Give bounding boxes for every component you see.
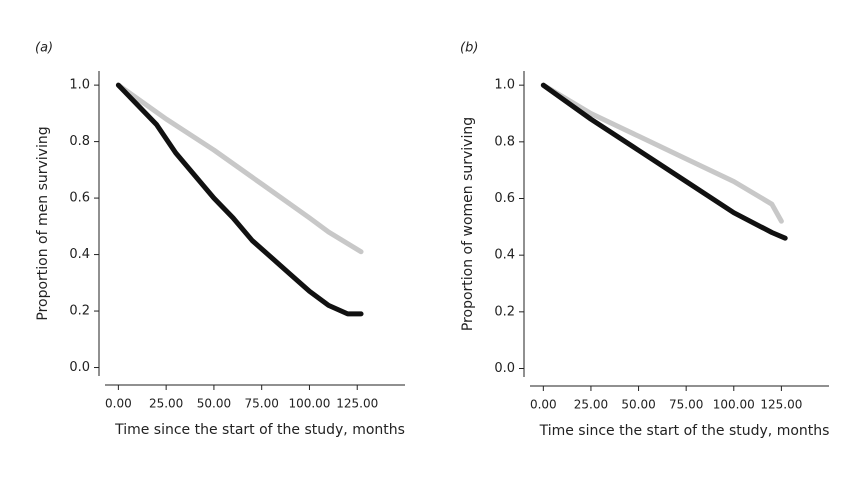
x-tick-label: 100.00 — [288, 397, 330, 411]
x-tick-label: 0.00 — [530, 398, 557, 412]
y-axis-label: Proportion of men surviving — [35, 126, 51, 320]
panel-label: (a) — [35, 41, 53, 56]
y-tick-label: 0.0 — [69, 360, 90, 375]
x-axis-label: Time since the start of the study, month… — [114, 422, 405, 438]
y-tick-label: 0.2 — [494, 304, 515, 319]
y-tick-label: 0.6 — [494, 191, 515, 206]
x-tick-label: 125.00 — [336, 397, 378, 411]
y-tick-label: 0.2 — [69, 304, 90, 319]
survival-curve — [540, 82, 784, 224]
x-tick-label: 125.00 — [760, 398, 802, 412]
y-tick-label: 1.0 — [494, 78, 515, 93]
y-tick-label: 0.4 — [494, 248, 515, 263]
x-tick-label: 75.00 — [669, 398, 703, 412]
y-tick-label: 1.0 — [69, 78, 90, 93]
y-tick-label: 0.8 — [494, 134, 515, 149]
x-tick-label: 0.00 — [105, 397, 132, 411]
x-tick-label: 50.00 — [621, 398, 655, 412]
y-axis-label: Proportion of women surviving — [460, 117, 476, 331]
y-tick-label: 0.0 — [494, 361, 515, 376]
y-tick-label: 0.6 — [69, 191, 90, 206]
x-tick-label: 75.00 — [245, 397, 279, 411]
x-tick-label: 25.00 — [574, 398, 608, 412]
x-tick-label: 50.00 — [197, 397, 231, 411]
survival-curve — [115, 82, 364, 255]
y-tick-label: 0.4 — [69, 247, 90, 262]
panel-label: (b) — [460, 41, 478, 56]
x-tick-label: 100.00 — [713, 398, 755, 412]
y-tick-label: 0.8 — [69, 134, 90, 149]
survival-curve — [115, 82, 364, 317]
x-tick-label: 25.00 — [149, 397, 183, 411]
survival-curve — [540, 82, 788, 241]
x-axis-label: Time since the start of the study, month… — [539, 423, 830, 439]
